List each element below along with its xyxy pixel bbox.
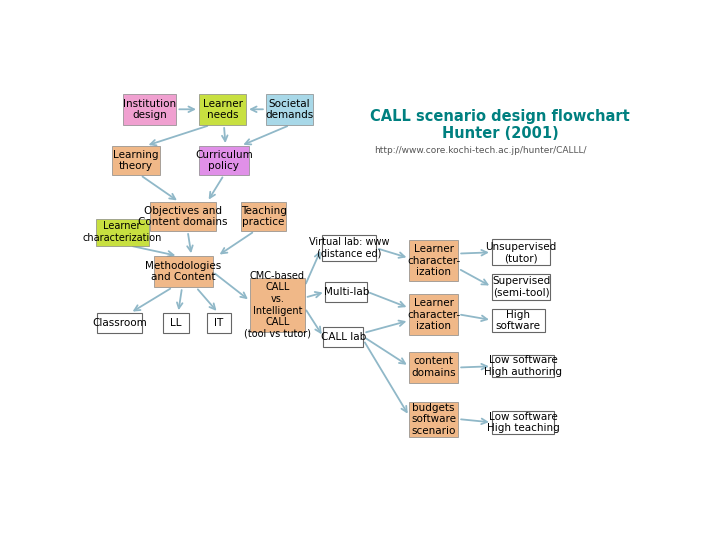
FancyBboxPatch shape [199,146,249,175]
Text: budgets
software
scenario: budgets software scenario [411,403,456,436]
Text: Low software
High teaching: Low software High teaching [487,412,559,434]
FancyBboxPatch shape [492,309,545,332]
Text: CALL scenario design flowchart: CALL scenario design flowchart [370,109,630,124]
Text: Low software
High authoring: Low software High authoring [484,355,562,377]
FancyBboxPatch shape [322,235,377,261]
FancyBboxPatch shape [409,402,458,437]
Text: Hunter (2001): Hunter (2001) [442,126,559,141]
FancyBboxPatch shape [199,94,246,125]
FancyBboxPatch shape [409,240,458,281]
Text: Methodologies
and Content: Methodologies and Content [145,261,222,282]
Text: Virtual lab: www
(distance ed): Virtual lab: www (distance ed) [309,238,390,259]
Text: Learner
characterization: Learner characterization [82,221,162,243]
FancyBboxPatch shape [492,274,550,300]
FancyBboxPatch shape [150,202,215,231]
FancyBboxPatch shape [250,278,305,332]
FancyBboxPatch shape [492,355,554,377]
Text: Teaching
practice: Teaching practice [240,206,287,227]
FancyBboxPatch shape [112,146,160,175]
Text: Learner
character-
ization: Learner character- ization [407,298,460,332]
Text: Institution
design: Institution design [123,99,176,120]
FancyBboxPatch shape [492,411,554,434]
Text: Objectives and
Content domains: Objectives and Content domains [138,206,228,227]
FancyBboxPatch shape [240,202,287,231]
Text: LL: LL [170,318,181,328]
Text: Supervised
(semi-tool): Supervised (semi-tool) [492,276,550,298]
FancyBboxPatch shape [207,313,230,333]
Text: Multi-lab: Multi-lab [324,287,369,297]
Text: Learner
character-
ization: Learner character- ization [407,244,460,277]
FancyBboxPatch shape [124,94,176,125]
Text: CALL lab: CALL lab [320,332,366,342]
FancyBboxPatch shape [154,256,213,287]
Text: Curriculum
policy: Curriculum policy [195,150,253,171]
FancyBboxPatch shape [163,313,189,333]
Text: CMC-based
CALL
vs.
Intelligent
CALL
(tool vs tutor): CMC-based CALL vs. Intelligent CALL (too… [244,271,311,339]
Text: IT: IT [215,318,223,328]
Text: Societal
demands: Societal demands [266,99,314,120]
Text: High
software: High software [496,309,541,331]
FancyBboxPatch shape [409,294,458,335]
FancyBboxPatch shape [266,94,313,125]
FancyBboxPatch shape [96,219,148,246]
FancyBboxPatch shape [409,352,458,383]
Text: Learning
theory: Learning theory [113,150,159,171]
Text: Learner
needs: Learner needs [202,99,243,120]
FancyBboxPatch shape [323,327,364,347]
Text: Classroom: Classroom [92,318,147,328]
FancyBboxPatch shape [492,239,550,265]
Text: content
domains: content domains [411,356,456,378]
FancyBboxPatch shape [96,313,143,333]
FancyBboxPatch shape [325,282,367,302]
Text: Unsupervised
(tutor): Unsupervised (tutor) [485,241,557,263]
Text: http://www.core.kochi-tech.ac.jp/hunter/CALLL/: http://www.core.kochi-tech.ac.jp/hunter/… [374,146,587,154]
